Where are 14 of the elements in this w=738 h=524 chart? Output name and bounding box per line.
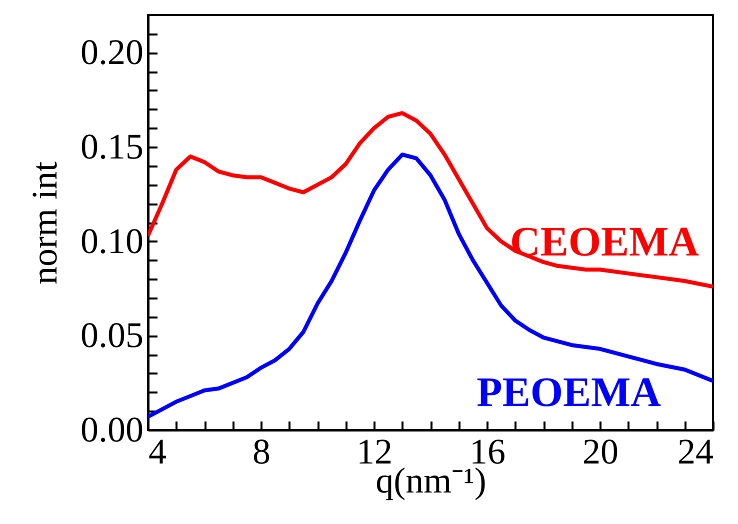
x-tick-label: 20 — [582, 432, 618, 472]
series-label: CEOEMA — [510, 220, 700, 266]
x-tick-label: 4 — [148, 432, 166, 472]
x-tick-label: 8 — [252, 432, 270, 472]
y-axis-title: norm int — [24, 162, 64, 284]
y-tick-label: 0.15 — [80, 126, 144, 167]
line-series — [148, 111, 713, 289]
line-series — [148, 152, 713, 419]
y-tick-label: 0.10 — [80, 220, 144, 261]
series-label: PEOEMA — [476, 370, 662, 416]
x-tick-label: 24 — [678, 432, 714, 472]
y-tick-label: 0.20 — [80, 32, 144, 72]
y-tick-label: 0.00 — [80, 410, 144, 450]
y-tick-label: 0.05 — [80, 315, 144, 356]
